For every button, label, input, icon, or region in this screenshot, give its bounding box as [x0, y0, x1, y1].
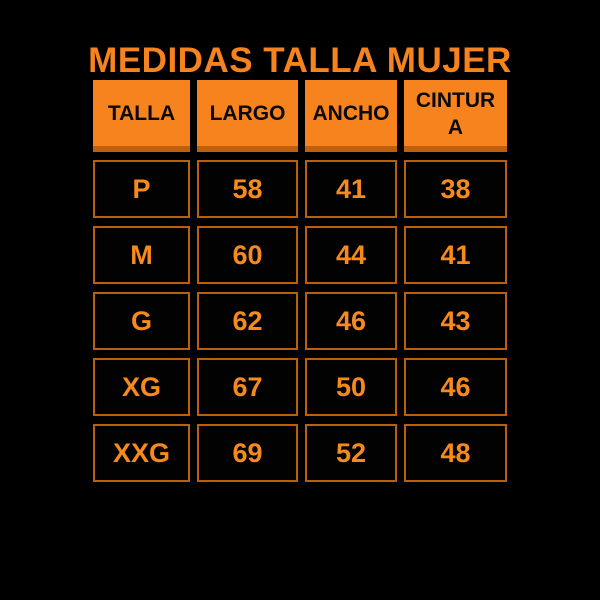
header-cell-ancho: ANCHO [305, 80, 397, 152]
cell-value: 44 [335, 239, 367, 270]
size-label-cell: G [93, 292, 190, 350]
cell-value: 67 [232, 371, 263, 402]
table-cell: 43 [404, 292, 507, 350]
cell-value: 46 [440, 371, 471, 402]
table-cell: 60 [197, 226, 298, 284]
size-label-cell: XXG [93, 424, 190, 482]
header-label-ancho: ANCHO [312, 102, 390, 126]
table-cell: 44 [305, 226, 397, 284]
page-title: MEDIDAS TALLA MUJER [88, 41, 512, 80]
cell-value: 58 [232, 173, 263, 204]
header-label-cintura: CINTURA [415, 88, 496, 139]
table-cell: 38 [404, 160, 507, 218]
cell-value: 52 [335, 437, 367, 468]
header-label-largo: LARGO [209, 102, 286, 126]
cell-value: 48 [440, 437, 471, 468]
table-cell: 41 [404, 226, 507, 284]
size-label: XXG [112, 437, 171, 468]
table-cell: 52 [305, 424, 397, 482]
table-cell: 41 [305, 160, 397, 218]
header-cell-cintura: CINTURA [404, 80, 507, 152]
size-label: P [132, 173, 151, 204]
table-cell: 48 [404, 424, 507, 482]
cell-value: 41 [335, 173, 367, 204]
table-cell: 50 [305, 358, 397, 416]
size-label-cell: XG [93, 358, 190, 416]
size-table: TALLA LARGO ANCHO CINTURA P 58 41 38 M 6… [93, 80, 507, 482]
size-label: G [130, 305, 152, 336]
table-cell: 46 [404, 358, 507, 416]
size-label: M [130, 239, 153, 270]
cell-value: 46 [335, 305, 367, 336]
table-cell: 69 [197, 424, 298, 482]
size-label-cell: M [93, 226, 190, 284]
size-label-cell: P [93, 160, 190, 218]
table-cell: 46 [305, 292, 397, 350]
header-cell-talla: TALLA [93, 80, 190, 152]
table-cell: 62 [197, 292, 298, 350]
header-label-talla: TALLA [107, 102, 176, 126]
header-cell-largo: LARGO [197, 80, 298, 152]
table-cell: 67 [197, 358, 298, 416]
table-cell: 58 [197, 160, 298, 218]
cell-value: 62 [232, 305, 263, 336]
cell-value: 41 [440, 239, 471, 270]
cell-value: 38 [440, 173, 471, 204]
size-label: XG [121, 371, 161, 402]
cell-value: 50 [335, 371, 367, 402]
cell-value: 43 [440, 305, 471, 336]
cell-value: 60 [232, 239, 263, 270]
cell-value: 69 [232, 437, 263, 468]
